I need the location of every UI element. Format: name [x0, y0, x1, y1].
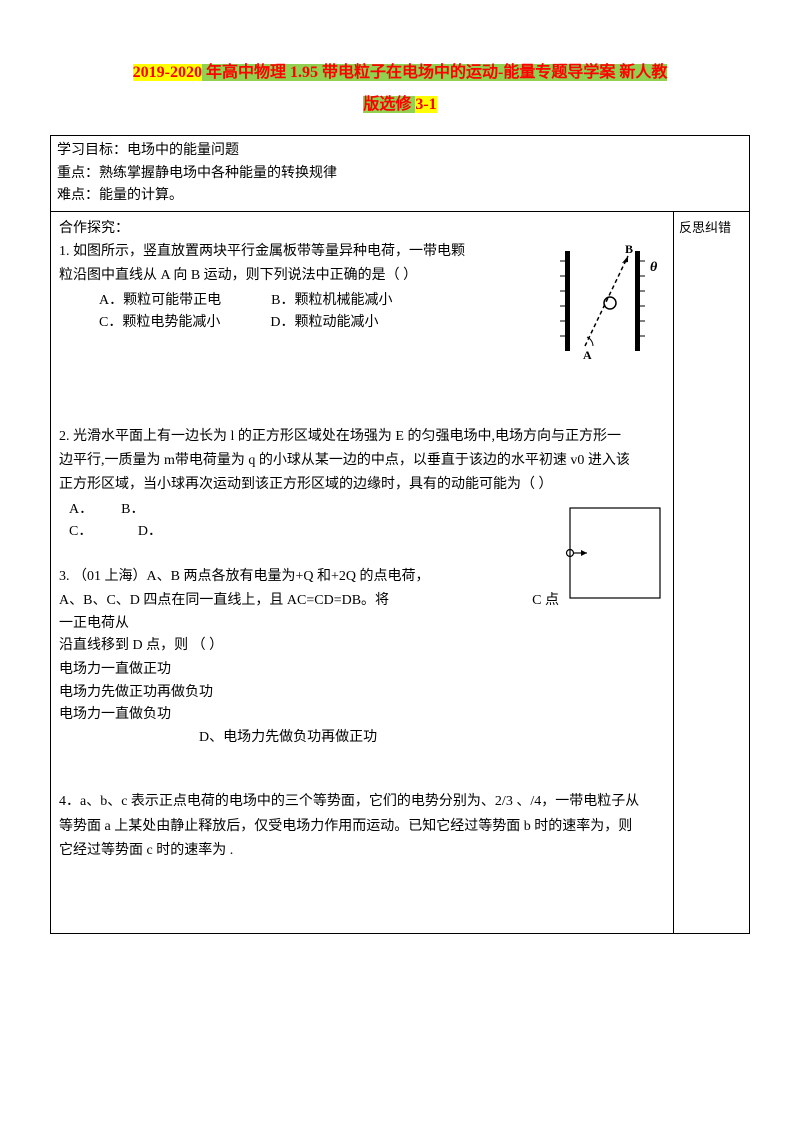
q1-opt-c: C．颗粒电势能减小 [99, 315, 220, 330]
page-title: 2019-2020 年高中物理 1.95 带电粒子在电场中的运动-能量专题导学案… [50, 60, 750, 117]
q3-opt-a: 电场力一直做正功 [59, 659, 665, 681]
q2-stem-2: 边平行,一质量为 m带电荷量为 q 的小球从某一边的中点，以垂直于该边的水平初速… [59, 450, 665, 472]
section-label: 合作探究： [59, 218, 665, 240]
title-seg-c: 版选修 [363, 96, 415, 113]
title-seg-b: 年高中物理 1.95 带电粒子在电场中的运动-能量专题导学案 新人教 [202, 64, 667, 81]
q4-stem-3: 它经过等势面 c 时的速率为 . [59, 840, 665, 862]
q1-opt-a: A．颗粒可能带正电 [99, 293, 221, 308]
key-label: 重点： [57, 166, 99, 181]
question-2: 2. 光滑水平面上有一边长为 l 的正方形区域处在场强为 E 的匀强电场中,电场… [59, 426, 665, 749]
hard-label: 难点： [57, 188, 99, 203]
q3-opt-d: D、电场力先做负功再做正功 [59, 727, 665, 749]
q3-opt-b: 电场力先做正功再做负功 [59, 682, 665, 704]
side-cell: 反思纠错 [674, 212, 749, 933]
question-4: 4．a、b、c 表示正点电荷的电场中的三个等势面，它们的电势分别为、2/3 、/… [59, 791, 665, 862]
title-seg-a: 2019-2020 [133, 64, 202, 81]
svg-text:A: A [583, 348, 592, 361]
q3-stem-2c: C 点 [532, 590, 559, 635]
goal-label: 学习目标： [57, 143, 127, 158]
q2-stem-1: 2. 光滑水平面上有一边长为 l 的正方形区域处在场强为 E 的匀强电场中,电场… [59, 426, 665, 448]
svg-text:θ: θ [650, 260, 658, 275]
content-frame: 学习目标：电场中的能量问题 重点：熟练掌握静电场中各种能量的转换规律 难点：能量… [50, 135, 750, 934]
figure-2 [565, 503, 665, 603]
q2-opt-a: A． [69, 502, 93, 517]
goal-text: 电场中的能量问题 [127, 143, 239, 158]
title-seg-d: 3-1 [415, 96, 436, 113]
side-label: 反思纠错 [679, 220, 731, 235]
key-text: 熟练掌握静电场中各种能量的转换规律 [99, 166, 337, 181]
q2-opt-b: B． [121, 502, 144, 517]
svg-text:B: B [625, 242, 633, 256]
q2-opt-c: C． [69, 524, 92, 539]
q4-stem-2: 等势面 a 上某处由静止释放后，仅受电场力作用而运动。已知它经过等势面 b 时的… [59, 816, 665, 838]
q2-stem-3: 正方形区域，当小球再次运动到该正方形区域的边缘时，具有的动能可能为（ ） [59, 474, 665, 496]
q1-opt-d: D．颗粒动能减小 [270, 315, 378, 330]
figure-1: A B θ [555, 241, 665, 361]
q3-opt-c: 电场力一直做负功 [59, 704, 665, 726]
q3-stem-3: 沿直线移到 D 点，则 （ ） [59, 635, 665, 657]
q1-opt-b: B．颗粒机械能减小 [271, 293, 392, 308]
q3-stem-2a: A、B、C、D 四点在同一直线上，且 AC=CD=DB。将一正电荷从 [59, 590, 392, 635]
hard-text: 能量的计算。 [99, 188, 183, 203]
learning-header: 学习目标：电场中的能量问题 重点：熟练掌握静电场中各种能量的转换规律 难点：能量… [51, 136, 749, 212]
question-1: A B θ 1. 如图所示，竖直放置两块平行金属板带等量异种电荷，一带电颗 粒沿… [59, 241, 665, 361]
q4-stem-1: 4．a、b、c 表示正点电荷的电场中的三个等势面，它们的电势分别为、2/3 、/… [59, 791, 665, 813]
q2-opt-d: D． [138, 524, 162, 539]
content-cell: 合作探究： [51, 212, 674, 933]
